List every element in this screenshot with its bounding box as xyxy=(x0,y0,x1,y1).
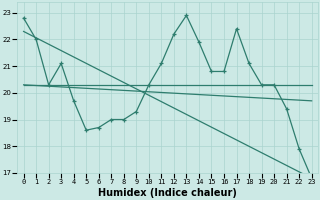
X-axis label: Humidex (Indice chaleur): Humidex (Indice chaleur) xyxy=(98,188,237,198)
